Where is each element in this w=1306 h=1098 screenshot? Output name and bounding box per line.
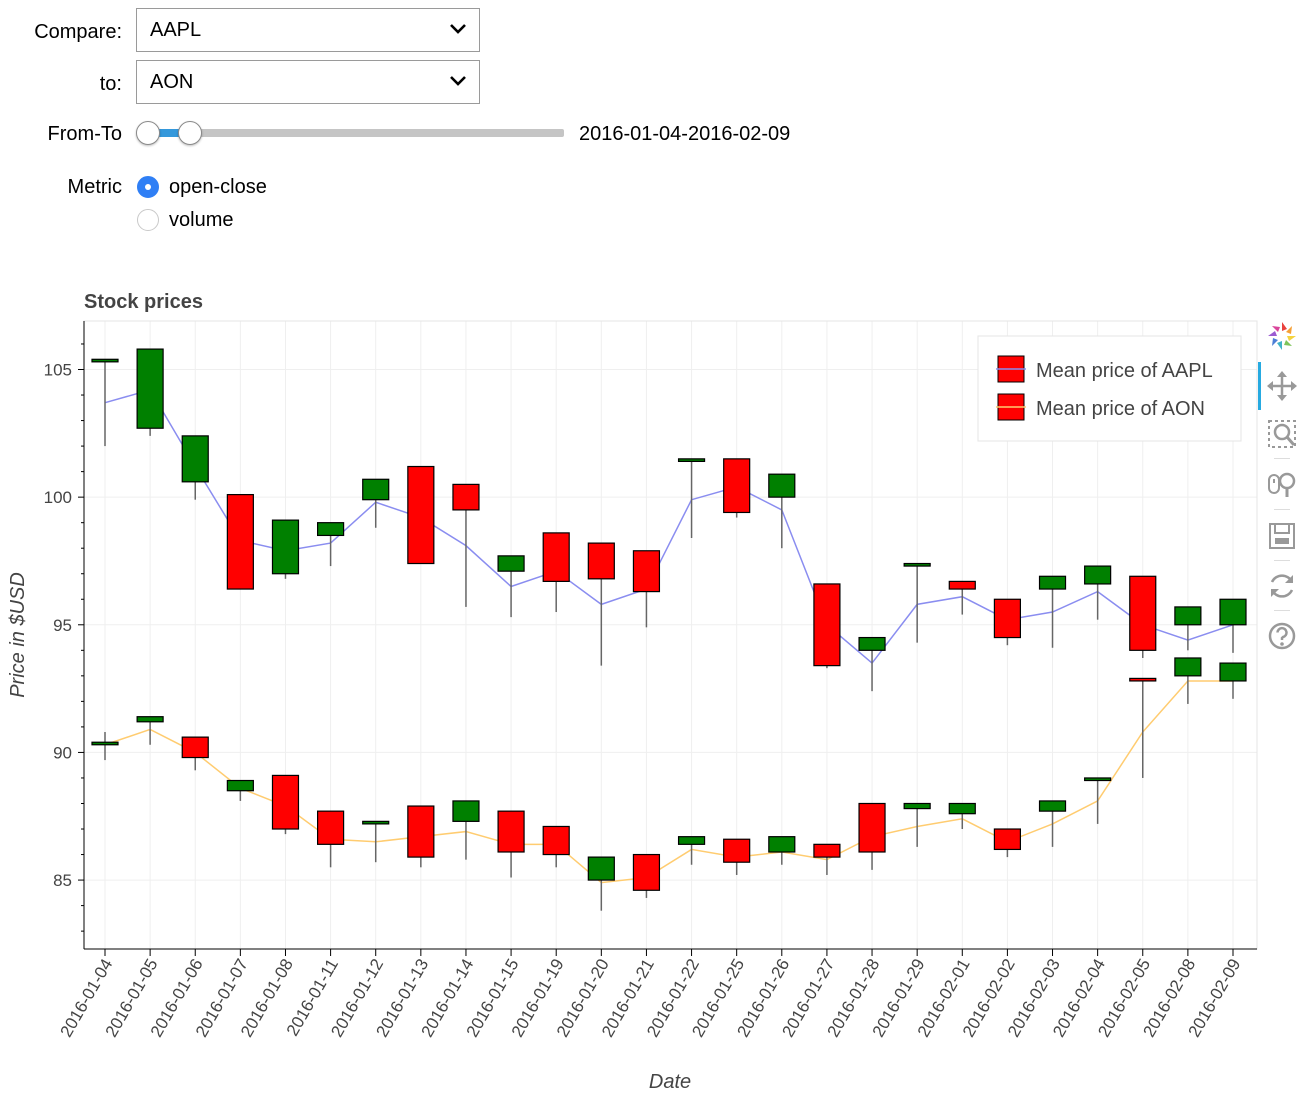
active-tool-indicator — [1258, 362, 1261, 410]
chevron-down-icon — [450, 76, 466, 86]
candle-body-aon — [632, 853, 661, 891]
candle-body-aapl — [407, 465, 435, 565]
range-slider-start-handle[interactable] — [136, 121, 160, 145]
candle-body-aon — [768, 836, 796, 853]
candle-body-aon — [271, 774, 300, 830]
to-label-text: to: — [99, 72, 122, 95]
candle-body-aon — [407, 805, 435, 858]
radio-volume-text: volume — [169, 208, 234, 231]
candle-body-aapl — [452, 483, 480, 511]
candle-body-aapl — [542, 532, 570, 582]
candle-body-aon — [362, 820, 390, 825]
range-slider-fill — [148, 129, 190, 137]
range-value-text: 2016-01-04-2016-02-09 — [579, 122, 791, 145]
candle-body-aon — [858, 802, 886, 853]
radio-volume[interactable] — [137, 209, 159, 231]
candle-body-aapl — [632, 550, 661, 593]
candle-body-aon — [1084, 777, 1112, 782]
help-icon[interactable] — [1266, 620, 1298, 652]
candle-body-aon — [226, 779, 254, 792]
candle-body-aapl — [903, 562, 931, 567]
candle-body-aon — [813, 843, 841, 858]
compare-select[interactable]: AAPL — [136, 8, 480, 52]
candle-body-aon — [181, 736, 209, 759]
candle-body-aon — [317, 810, 345, 845]
pan-icon[interactable] — [1266, 370, 1298, 402]
chart-title: Stock prices — [84, 291, 203, 313]
compare-label: Compare: — [0, 12, 122, 52]
metric-label: Metric — [0, 167, 122, 207]
to-select[interactable]: AON — [136, 60, 480, 104]
save-icon[interactable] — [1266, 520, 1298, 552]
y-tick-label: 90 — [53, 743, 72, 762]
candle-body-aon — [136, 716, 164, 723]
candle-body-aapl — [1219, 598, 1247, 626]
candle-body-aon — [497, 810, 525, 853]
compare-select-value: AAPL — [150, 18, 202, 41]
y-axis-label: Price in $USD — [7, 572, 29, 698]
candle-body-aapl — [1174, 606, 1202, 626]
wheel-zoom-icon[interactable] — [1266, 469, 1298, 501]
candle-body-aapl — [723, 458, 751, 514]
candle-body-aon — [1174, 657, 1202, 677]
range-value: 2016-01-04-2016-02-09 — [579, 114, 790, 154]
candle-body-aapl — [587, 542, 615, 580]
radio-open-close[interactable] — [137, 176, 159, 198]
candle-body-aapl — [858, 636, 886, 651]
candle-body-aapl — [497, 555, 525, 572]
reset-icon[interactable] — [1266, 570, 1298, 602]
candle-body-aapl — [91, 358, 119, 363]
y-tick-label: 105 — [44, 361, 72, 380]
range-label-text: From-To — [47, 122, 122, 145]
radio-open-close-text: open-close — [169, 175, 267, 198]
candle-body-aapl — [993, 598, 1022, 639]
candle-body-aapl — [136, 348, 164, 429]
candle-body-aon — [948, 802, 976, 815]
candle-body-aapl — [948, 580, 976, 590]
candle-body-aapl — [1084, 565, 1112, 585]
candle-body-aon — [677, 836, 706, 845]
bokeh-logo-icon[interactable] — [1266, 320, 1298, 352]
y-tick-label: 85 — [53, 871, 72, 890]
range-slider-end-handle[interactable] — [178, 121, 202, 145]
to-label: to: — [0, 64, 122, 104]
candle-body-aon — [1038, 800, 1067, 812]
candle-body-aapl — [226, 493, 254, 590]
candle-body-aapl — [271, 519, 300, 575]
y-tick-label: 95 — [53, 616, 72, 635]
candle-body-aapl — [1129, 575, 1157, 651]
candle-body-aapl — [677, 458, 706, 463]
to-select-value: AON — [150, 70, 194, 93]
candle-body-aapl — [813, 583, 841, 667]
compare-label-text: Compare: — [34, 20, 122, 43]
y-tick-label: 100 — [44, 488, 72, 507]
candle-body-aon — [91, 741, 119, 746]
x-axis-label: Date — [649, 1071, 691, 1093]
candle-body-aon — [993, 828, 1022, 851]
stock-chart[interactable]: 8590951001052016-01-042016-01-052016-01-… — [0, 280, 1260, 1098]
chevron-down-icon — [450, 24, 466, 34]
candle-body-aon — [542, 825, 570, 856]
candle-body-aapl — [181, 435, 209, 483]
radio-volume-label[interactable]: volume — [169, 200, 233, 240]
candle-body-aon — [452, 800, 480, 822]
legend-label-aapl: Mean price of AAPL — [1036, 360, 1213, 382]
candle-body-aapl — [1038, 575, 1067, 590]
candle-body-aapl — [362, 478, 390, 501]
candle-body-aon — [903, 802, 931, 810]
legend: Mean price of AAPL Mean price of AON — [977, 335, 1242, 442]
box-zoom-icon[interactable] — [1266, 418, 1298, 450]
candle-body-aon — [1219, 662, 1247, 682]
metric-label-text: Metric — [67, 175, 122, 198]
candle-body-aon — [723, 838, 751, 863]
range-label: From-To — [0, 114, 122, 154]
candle-body-aapl — [317, 522, 345, 537]
radio-open-close-label[interactable]: open-close — [169, 167, 267, 207]
candle-body-aon — [587, 856, 615, 881]
candle-body-aapl — [768, 473, 796, 498]
candle-body-aon — [1129, 677, 1157, 682]
legend-label-aon: Mean price of AON — [1036, 398, 1205, 420]
range-slider-track[interactable] — [148, 129, 564, 137]
